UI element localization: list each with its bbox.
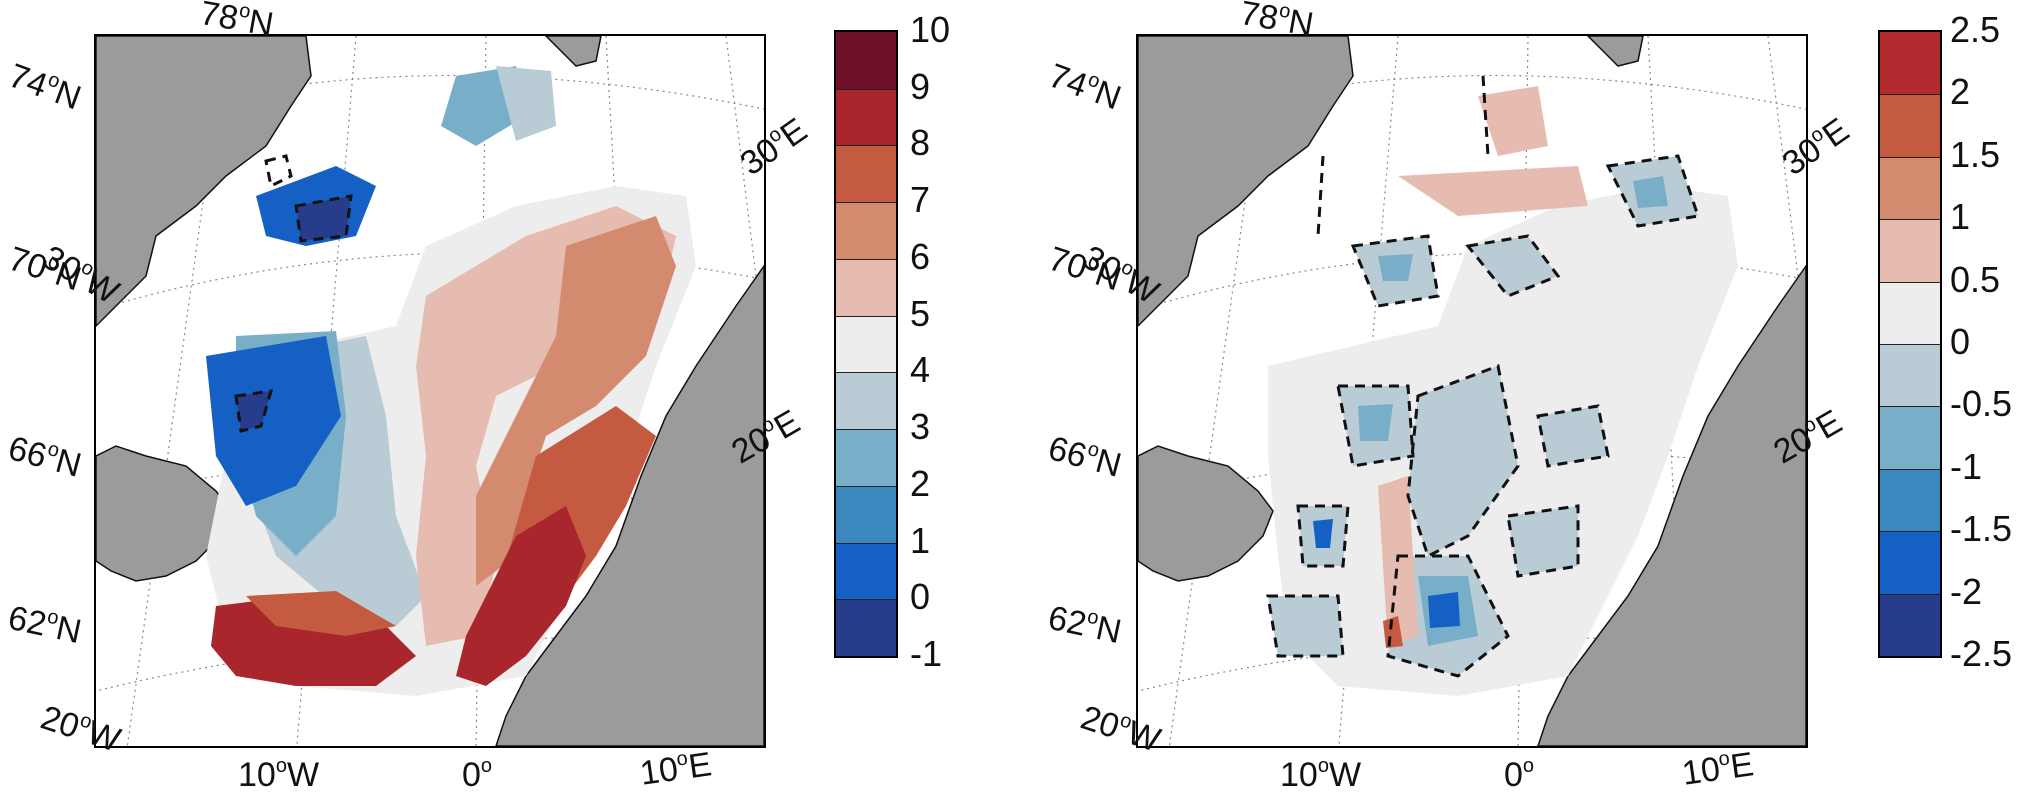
greenland-land [1138,36,1354,328]
colorbar-cell [1880,593,1940,656]
lon-label-0: 0o [1504,755,1535,794]
colorbar-tick-label: 1 [910,519,931,561]
colorbar-tick-label: -2 [1950,570,1983,612]
colorbar-left [834,30,898,658]
colorbar-tick-label: -2.5 [1950,633,2013,674]
colorbar-cell [1880,219,1940,282]
colorbar-tick-label: 0.5 [1950,258,2001,300]
left-map-graphic [96,36,764,746]
colorbar-left-ticks: 10 9 8 7 6 5 4 3 2 1 0 -1 [910,9,1000,674]
significance-contours [234,154,353,433]
colorbar-cell [836,32,896,89]
colorbar-cell [836,145,896,203]
colorbar-tick-label: -0.5 [1950,383,2013,425]
colorbar-tick-label: -1 [910,633,943,674]
colorbar-cell [1880,281,1940,344]
right-map-graphic [1138,36,1806,746]
greenland-land [96,36,312,328]
colorbar-tick-label: 2.5 [1950,9,2001,50]
colorbar-right-ticks: 2.5 2 1.5 1 0.5 0 -0.5 -1 -1.5 -2 -2.5 [1950,9,2034,674]
map-frame-left [94,34,766,748]
colorbar-tick-label: 9 [910,65,931,107]
colorbar-cell [836,599,896,656]
significance-contours [1266,75,1700,678]
colorbar-cell [1880,32,1940,95]
colorbar-tick-label: -1.5 [1950,508,2013,550]
colorbar-cell [1880,156,1940,220]
colorbar-tick-label: -1 [1950,445,1983,487]
colorbar-tick-label: 10 [910,9,951,50]
lat-label-62n: 62oN [1044,598,1125,652]
colorbar-cell [836,315,896,373]
anomaly-field [1268,86,1738,696]
colorbar-cell [1880,406,1940,469]
colorbar-cell [1880,468,1940,532]
lat-label-66n: 66oN [1044,429,1126,485]
colorbar-tick-label: 2 [910,462,931,504]
colorbar-tick-label: 0 [1950,321,1971,362]
iceland-land [1138,445,1274,582]
colorbar-tick-label: 7 [910,179,931,221]
scandinavia-land [495,264,764,746]
colorbar-cell [836,542,896,600]
colorbar-tick-label: 2 [1950,71,1971,113]
colorbar-tick-label: 5 [910,292,931,334]
colorbar-cell [1880,344,1940,407]
svalbard-land [544,36,602,67]
lon-label-10e: 10oE [1679,745,1756,793]
colorbar-tick-label: 4 [910,349,931,391]
lat-label-62n: 62oN [4,598,85,652]
colorbar-tick-label: 0 [910,576,931,618]
colorbar-tick-label: 3 [910,406,931,448]
scandinavia-land [1537,264,1806,746]
lon-label-10e: 10oE [637,745,714,793]
colorbar-tick-label: 6 [910,235,931,277]
svalbard-land [1586,36,1644,67]
lat-label-74n: 74oN [1043,56,1126,118]
lon-label-10w: 10oW [1280,755,1362,794]
colorbar-cell [1880,94,1940,157]
colorbar-cell [836,372,896,430]
colorbar-cell [1880,531,1940,594]
panel-right-map: 78oN 74oN 70oN 30oW 66oN 62oN 20oW 10oW … [1000,0,2034,798]
lon-label-10w: 10oW [238,755,320,794]
colorbar-tick-label: 1.5 [1950,133,2001,175]
colorbar-cell [836,258,896,316]
colorbar-right [1878,30,1942,658]
colorbar-cell [836,485,896,543]
lat-label-66n: 66oN [4,429,86,485]
lat-label-74n: 74oN [3,56,86,118]
panel-left-map: 78oN 74oN 70oN 30oW 66oN 62oN 20oW 10oW … [0,0,1000,798]
colorbar-tick-label: 1 [1950,196,1971,238]
sst-field [206,66,696,696]
colorbar-cell [836,202,896,259]
colorbar-cell [836,429,896,486]
lon-label-0: 0o [462,755,493,794]
colorbar-cell [836,88,896,146]
colorbar-tick-label: 8 [910,122,931,164]
map-frame-right [1136,34,1808,748]
